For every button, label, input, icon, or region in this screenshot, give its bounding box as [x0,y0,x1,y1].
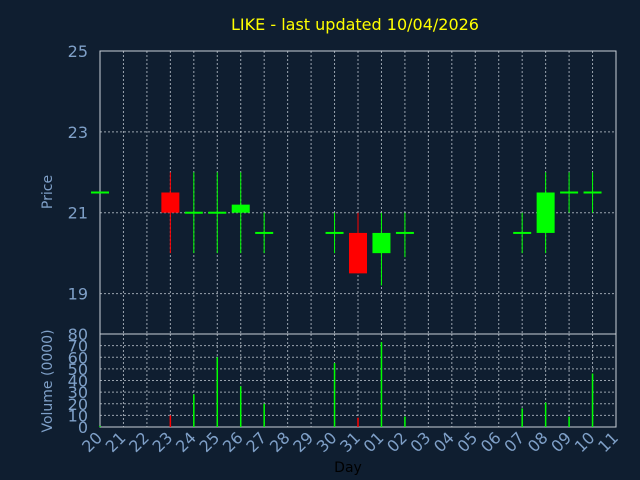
volume-tick-label: 80 [68,325,88,344]
volume-bar [216,357,219,427]
candle-body [372,232,391,254]
candle-body [161,192,180,213]
candle-body [255,231,274,234]
candle-body [513,231,532,234]
candle-body [560,191,579,194]
volume-bar [404,416,406,427]
volume-bar [193,394,195,427]
volume-bar [333,363,336,427]
candle-body [395,231,414,234]
volume-bar [544,402,547,427]
volume-axis-label: Volume (0000) [40,329,56,432]
candle-body [231,204,250,213]
volume-tick-label: 40 [68,372,88,391]
volume-tick-label: 70 [68,337,88,356]
volume-bar [380,342,383,427]
price-tick-label: 21 [68,204,88,223]
candle-body [184,211,203,214]
candle-body [349,232,367,274]
x-tick-labels: 2021222324252627282930310102030405060708… [78,428,622,456]
candle-body [325,231,344,234]
price-tick-label: 19 [68,285,88,304]
candle-body [583,191,602,194]
price-axis-label: Price [40,175,56,209]
volume-bar [239,386,242,427]
chart-title: LIKE - last updated 10/04/2026 [231,15,479,34]
volume-tick-label: 60 [68,348,88,367]
price-panel: 19 21 23 25 [68,42,617,335]
volume-bar [263,403,265,427]
candle-body [536,192,555,233]
volume-bar [357,417,359,427]
volume-bar [99,425,101,427]
volume-bar [169,415,172,427]
candle-body [208,211,227,214]
price-tick-label: 25 [68,42,88,61]
volume-tick-label: 50 [68,360,88,379]
volume-bar [521,408,523,427]
candle-body [91,191,109,194]
volume-tick-label: 20 [68,395,88,414]
volume-tick-label: 30 [68,383,88,402]
volume-bar [568,416,570,427]
price-tick-label: 23 [68,123,88,142]
x-tick-label: 11 [594,428,622,456]
volume-bar [591,373,594,427]
x-axis-label: Day [334,460,362,476]
volume-tick-label: 0 [78,418,88,437]
volume-tick-label: 10 [68,406,88,425]
